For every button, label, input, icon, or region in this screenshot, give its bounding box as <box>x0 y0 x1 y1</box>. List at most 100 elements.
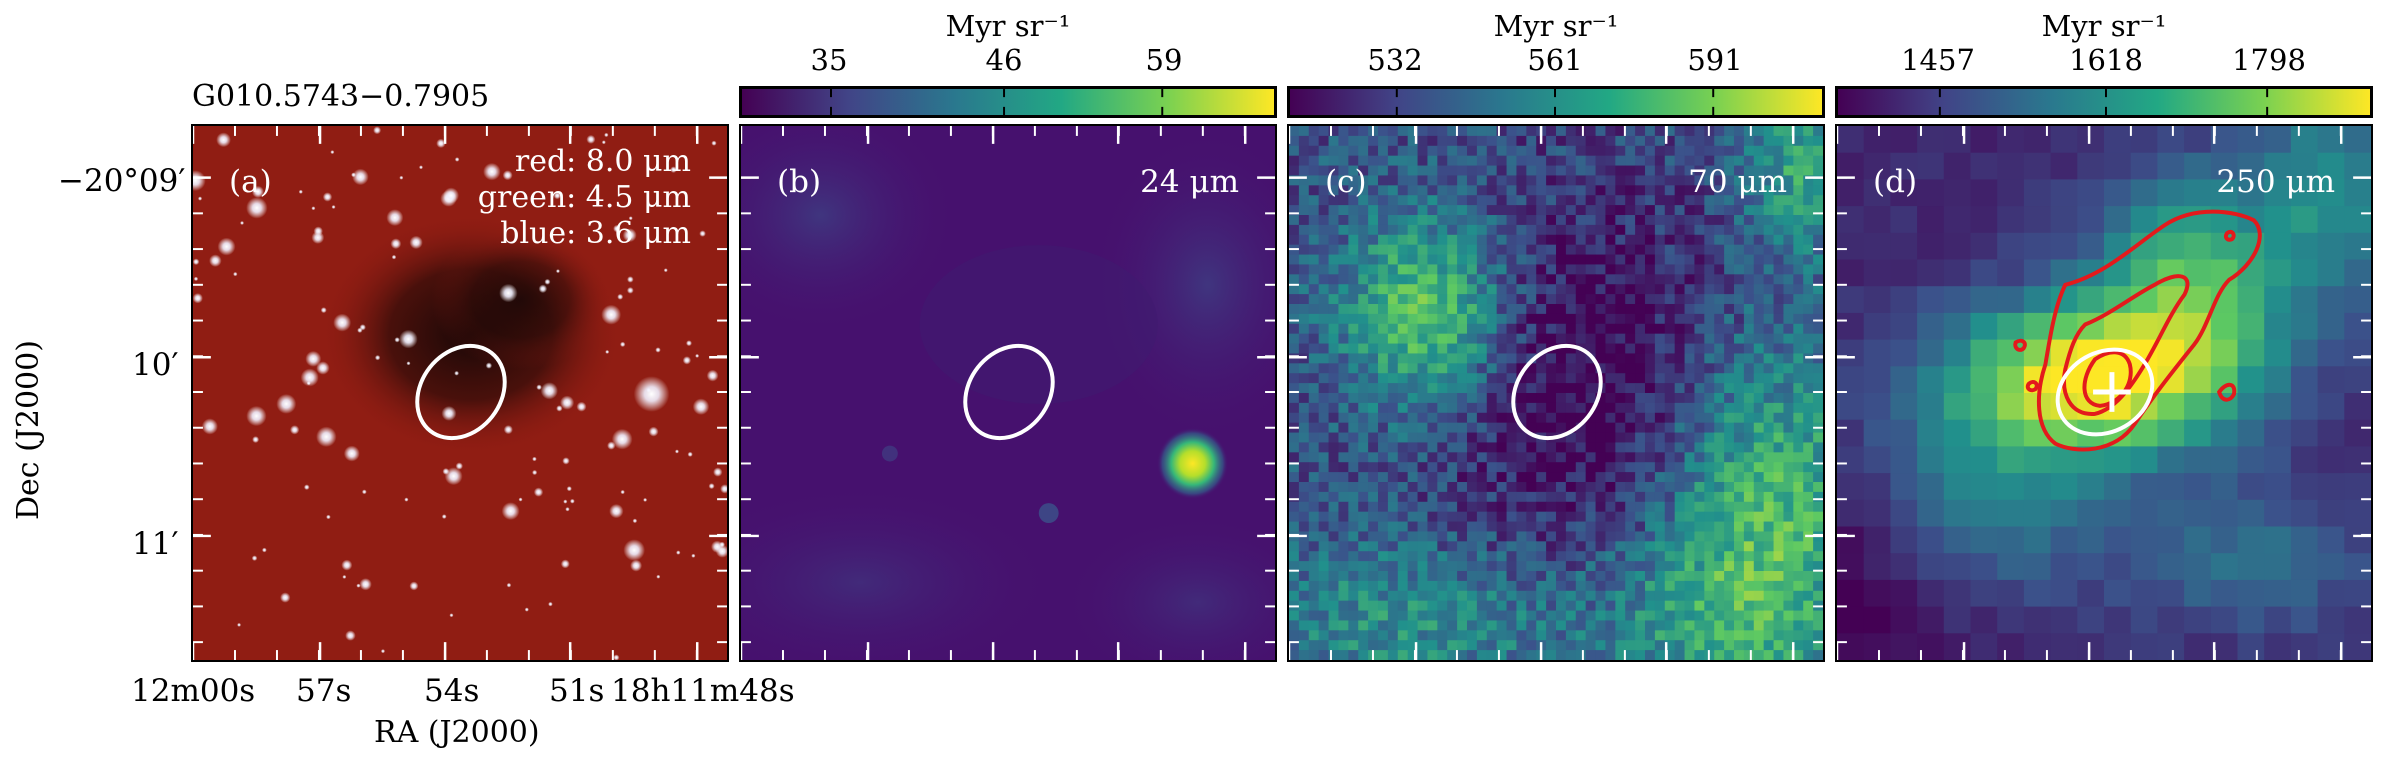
star <box>330 150 335 155</box>
star <box>233 271 238 277</box>
star <box>695 353 700 358</box>
star <box>538 284 548 294</box>
star <box>441 406 457 421</box>
star <box>682 356 692 365</box>
ra-tick-3: 51s <box>549 673 605 709</box>
star <box>532 469 538 476</box>
star <box>216 132 231 148</box>
star <box>391 254 397 260</box>
panel-c-overlay <box>1511 343 1603 441</box>
star <box>449 613 454 618</box>
panel-wavelength: 250 μm <box>2216 164 2335 200</box>
star <box>390 238 402 250</box>
star <box>632 518 638 524</box>
panel-a-irac-composite: (a) red: 8.0 μm green: 4.5 μm blue: 3.6 … <box>191 124 729 662</box>
bright-star <box>343 445 360 462</box>
star <box>630 559 643 572</box>
star <box>692 398 710 415</box>
star <box>499 283 518 303</box>
star <box>720 484 727 494</box>
colorbar-title-c: Myr sr⁻¹ <box>1493 9 1619 43</box>
star <box>553 191 561 200</box>
star <box>442 468 450 475</box>
star <box>601 304 622 325</box>
star <box>503 425 513 435</box>
colorbar-title-d: Myr sr⁻¹ <box>2041 9 2167 43</box>
star <box>252 436 260 444</box>
star <box>711 140 717 146</box>
star <box>536 384 542 391</box>
panel-label: (d) <box>1873 164 1918 200</box>
star <box>240 220 245 225</box>
star <box>548 601 553 607</box>
colorbar-tick-d-1: 1618 <box>2069 43 2143 77</box>
star <box>261 547 267 553</box>
beam-ellipse <box>415 343 507 441</box>
colorbar-title-b: Myr sr⁻¹ <box>945 9 1071 43</box>
ra-tick-0: 12m00s <box>131 673 256 709</box>
panel-a-legend: red: 8.0 μm green: 4.5 μm blue: 3.6 μm <box>478 144 691 252</box>
star <box>313 226 323 236</box>
star <box>217 237 236 256</box>
star <box>532 456 537 462</box>
star <box>303 484 310 490</box>
star <box>359 578 372 591</box>
star <box>352 168 369 186</box>
colorbar-tick-b-1: 46 <box>985 43 1023 77</box>
star <box>326 514 331 520</box>
star <box>409 581 419 591</box>
star <box>246 197 268 219</box>
colorbar-tick-d-0: 1457 <box>1901 43 1975 77</box>
star <box>620 489 625 495</box>
legend-red: red: 8.0 μm <box>514 144 691 179</box>
star <box>246 405 267 427</box>
star <box>298 189 303 194</box>
source-name: G010.5743−0.7905 <box>192 79 490 114</box>
panel-b-image <box>741 126 1275 660</box>
star <box>361 489 367 495</box>
star <box>201 418 218 435</box>
star <box>655 347 661 353</box>
star <box>193 276 199 282</box>
bright-star <box>633 376 670 412</box>
star <box>197 196 203 201</box>
star <box>623 539 646 561</box>
star <box>643 497 648 502</box>
star <box>506 582 512 588</box>
y-axis-label: Dec (J2000) <box>11 340 46 520</box>
star <box>686 340 692 347</box>
star <box>563 499 568 504</box>
star <box>601 140 606 145</box>
legend-blue: blue: 3.6 μm <box>500 216 691 251</box>
star <box>560 395 575 410</box>
panel-label: (a) <box>229 164 272 200</box>
star <box>441 514 447 519</box>
star <box>305 350 322 367</box>
panel-b-24um: (b) 24 μm <box>739 124 1277 662</box>
dec-tick-1: 10′ <box>132 347 179 383</box>
panel-label: (b) <box>777 164 822 200</box>
star <box>566 486 572 492</box>
star <box>562 457 570 465</box>
star <box>331 205 336 209</box>
dec-tick-2: 11′ <box>132 526 179 562</box>
bright-star <box>443 187 460 204</box>
star <box>406 361 411 366</box>
star <box>251 555 258 561</box>
star <box>193 258 200 266</box>
panel-c-70um: (c) 70 μm <box>1287 124 1825 662</box>
ra-tick-4: 18h11m48s <box>611 673 795 709</box>
star <box>556 405 563 412</box>
star <box>316 426 337 447</box>
star <box>455 462 463 470</box>
star <box>609 503 624 519</box>
star <box>345 630 356 641</box>
star <box>620 341 626 348</box>
star <box>483 162 501 181</box>
star <box>394 337 400 343</box>
star <box>524 607 529 612</box>
star <box>237 622 242 627</box>
star <box>209 254 222 267</box>
star <box>409 235 423 250</box>
panel-d-overlay <box>2013 209 2262 452</box>
